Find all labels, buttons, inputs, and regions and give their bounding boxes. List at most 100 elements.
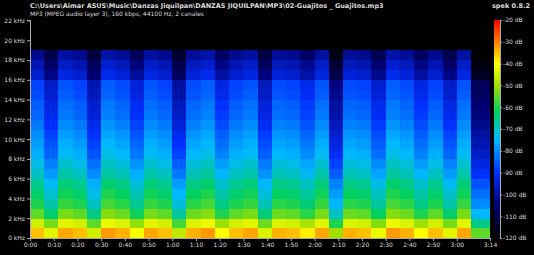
- cell: [471, 60, 490, 70]
- cell: [44, 40, 59, 50]
- cell: [215, 179, 230, 189]
- cell: [371, 169, 386, 179]
- cell: [58, 129, 73, 139]
- cell: [201, 129, 216, 139]
- cell: [443, 100, 458, 110]
- cell: [130, 80, 145, 90]
- cell: [158, 198, 173, 208]
- cell: [414, 20, 429, 31]
- cell: [286, 40, 301, 50]
- cell: [443, 80, 458, 90]
- axis-line: [501, 21, 503, 239]
- cell: [357, 198, 372, 208]
- cell: [115, 30, 130, 40]
- cell: [286, 198, 301, 208]
- cell: [215, 208, 230, 218]
- cell: [428, 169, 443, 179]
- cell: [457, 218, 472, 228]
- cell: [386, 80, 401, 90]
- cell: [158, 109, 173, 119]
- tick-label: 1:30: [237, 241, 251, 248]
- cell: [414, 50, 429, 60]
- cell: [357, 40, 372, 50]
- cell: [243, 139, 258, 149]
- cell: [428, 149, 443, 159]
- tick-mark: [27, 159, 30, 160]
- cell: [115, 109, 130, 119]
- tick-label: 4 kHz: [8, 195, 25, 202]
- cell: [300, 139, 315, 149]
- tick-label: 3:14: [484, 241, 498, 248]
- tick-mark: [27, 238, 30, 239]
- cell: [201, 159, 216, 169]
- cell: [144, 119, 159, 129]
- cell: [243, 90, 258, 100]
- tick-mark: [27, 198, 30, 199]
- cell: [272, 179, 287, 189]
- cell: [115, 100, 130, 110]
- cell: [428, 50, 443, 60]
- cell: [400, 218, 415, 228]
- cell: [30, 70, 45, 80]
- cell: [130, 228, 145, 238]
- tick: 1:10: [190, 238, 204, 248]
- cell: [400, 60, 415, 70]
- cell: [343, 189, 358, 199]
- cell: [101, 100, 116, 110]
- cell: [158, 119, 173, 129]
- cell: [471, 40, 490, 50]
- cell: [44, 169, 59, 179]
- cell: [58, 208, 73, 218]
- cell: [443, 208, 458, 218]
- cell: [272, 100, 287, 110]
- cell: [73, 189, 88, 199]
- cell: [329, 90, 344, 100]
- cell: [243, 169, 258, 179]
- cell: [201, 30, 216, 40]
- tick-label: -120 dB: [503, 234, 526, 241]
- cell: [457, 169, 472, 179]
- cell: [471, 189, 490, 199]
- cell: [286, 100, 301, 110]
- cell: [400, 109, 415, 119]
- cell: [201, 60, 216, 70]
- tick: 22 kHz: [4, 17, 30, 24]
- cell: [144, 169, 159, 179]
- cell: [357, 228, 372, 238]
- cell: [315, 228, 330, 238]
- cell: [130, 90, 145, 100]
- cell: [343, 70, 358, 80]
- tick-label: 12 kHz: [4, 116, 25, 123]
- tick-mark: [500, 238, 502, 239]
- cell: [329, 70, 344, 80]
- cell: [130, 169, 145, 179]
- cell: [428, 119, 443, 129]
- cell: [115, 129, 130, 139]
- cell: [215, 218, 230, 228]
- cell: [87, 20, 102, 31]
- cell: [130, 149, 145, 159]
- cell: [457, 139, 472, 149]
- cell: [87, 159, 102, 169]
- cell: [286, 20, 301, 31]
- cell: [286, 50, 301, 60]
- cell: [115, 90, 130, 100]
- cell: [386, 149, 401, 159]
- cell: [315, 30, 330, 40]
- cell: [400, 189, 415, 199]
- cell: [371, 100, 386, 110]
- cell: [44, 90, 59, 100]
- tick-label: -100 dB: [503, 191, 526, 198]
- cell: [87, 218, 102, 228]
- cell: [343, 228, 358, 238]
- color-bar: [494, 20, 500, 238]
- tick: 0 kHz: [8, 234, 30, 241]
- cell: [457, 208, 472, 218]
- cell: [186, 139, 201, 149]
- cell: [357, 169, 372, 179]
- cell: [130, 50, 145, 60]
- tick-label: -30 dB: [503, 38, 523, 45]
- tick: -110 dB: [500, 213, 526, 220]
- cell: [414, 218, 429, 228]
- cell: [58, 228, 73, 238]
